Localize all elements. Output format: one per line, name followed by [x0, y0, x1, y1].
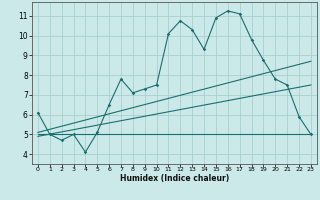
X-axis label: Humidex (Indice chaleur): Humidex (Indice chaleur) [120, 174, 229, 183]
